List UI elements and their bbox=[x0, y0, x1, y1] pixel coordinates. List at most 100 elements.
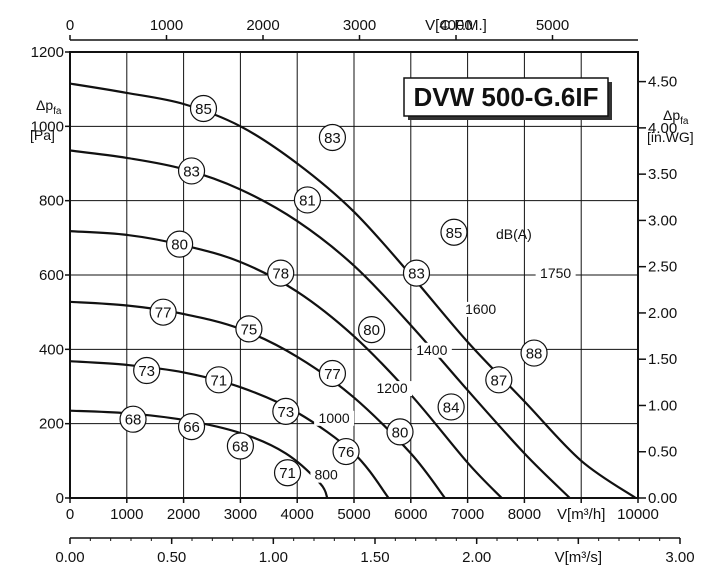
sound-level-value: 80 bbox=[171, 237, 188, 254]
bottom-tick-label: 6000 bbox=[394, 506, 427, 523]
sound-level-circle bbox=[235, 315, 263, 343]
bottom-tick-label: 2000 bbox=[167, 506, 200, 523]
rpm-label-1750: 1750 bbox=[540, 265, 571, 281]
sound-level-circle bbox=[332, 437, 360, 466]
rpm-label-bg bbox=[535, 265, 576, 281]
sound-level-value: 68 bbox=[232, 438, 249, 455]
sound-level-value: 71 bbox=[279, 465, 296, 482]
left-tick-label: 1200 bbox=[31, 44, 64, 61]
left-tick-label: 1000 bbox=[31, 118, 64, 135]
sound-level-circle bbox=[177, 157, 206, 185]
bottom2-tick-label: V[m³/s] bbox=[555, 549, 603, 566]
left-tick-label: 800 bbox=[39, 193, 64, 210]
fan-curve-1600 bbox=[69, 149, 571, 499]
top-tick-label: 3000 bbox=[343, 17, 376, 34]
sound-level-value: 73 bbox=[138, 363, 155, 380]
left-tick-label: 600 bbox=[39, 267, 64, 284]
sound-level-value: 85 bbox=[446, 225, 463, 242]
title-box bbox=[403, 77, 609, 117]
left-axis-unit: [Pa] bbox=[30, 127, 55, 143]
right-axis-unit: [in.WG] bbox=[647, 129, 694, 145]
top-tick-label: 4000 bbox=[439, 17, 472, 34]
bottom-tick-label: 1000 bbox=[110, 506, 143, 523]
sound-level-value: 68 bbox=[125, 412, 142, 429]
rpm-label-1200: 1200 bbox=[376, 380, 407, 396]
sound-level-value: 81 bbox=[299, 192, 316, 209]
right-axis-title: Δpfa bbox=[663, 107, 689, 127]
chart-title: DVW 500-G.6IF bbox=[414, 82, 599, 112]
sound-level-circle bbox=[386, 418, 414, 446]
sound-level-value: 71 bbox=[210, 372, 227, 389]
right-tick-label: 1.50 bbox=[648, 351, 677, 368]
right-axis: 0.00 0.50 1.00 1.50 2.00 2.50 3.00 3.50 4.00 4.50 bbox=[638, 74, 677, 507]
fan-curve-1200 bbox=[69, 300, 446, 499]
bottom-tick-label: 7000 bbox=[451, 506, 484, 523]
sound-level-circle bbox=[485, 366, 513, 394]
sound-level-circle bbox=[149, 298, 177, 326]
sound-level-circle bbox=[440, 218, 468, 246]
sound-level-value: 83 bbox=[408, 266, 425, 283]
right-tick-label: 1.00 bbox=[648, 397, 677, 414]
bottom-axis: 0 1000 2000 3000 4000 5000 6000 7000 8000 V[m³/h]… bbox=[66, 498, 659, 523]
sound-level-labels: 85 83 85 83 81 83 80 78 80 88 77 75 77 87 73 71 73 84 80 68… bbox=[119, 94, 548, 487]
sound-level-value: 73 bbox=[277, 404, 294, 421]
sound-level-circle bbox=[205, 366, 233, 394]
sound-level-circle bbox=[272, 397, 300, 426]
sound-level-value: 77 bbox=[324, 366, 341, 383]
sound-level-circle bbox=[166, 230, 194, 258]
sound-level-value: 77 bbox=[155, 305, 172, 322]
sound-level-value: 84 bbox=[443, 399, 460, 416]
top-tick-label: 5000 bbox=[536, 17, 569, 34]
left-axis-title: Δpfa bbox=[36, 97, 62, 117]
sound-level-circle bbox=[358, 316, 386, 344]
sound-level-circle bbox=[189, 94, 218, 123]
sound-level-value: 83 bbox=[183, 163, 200, 180]
bottom-tick-label: 3000 bbox=[224, 506, 257, 523]
rpm-label-1400: 1400 bbox=[416, 342, 447, 358]
right-tick-label: 0.00 bbox=[648, 490, 677, 507]
right-tick-label: 2.50 bbox=[648, 259, 677, 276]
left-axis: 0 200 400 600 800 1000 1200 bbox=[31, 44, 70, 507]
fan-curves bbox=[69, 82, 637, 499]
right-tick-label: 0.50 bbox=[648, 444, 677, 461]
sound-level-value: 83 bbox=[324, 130, 341, 147]
right-tick-label: 3.00 bbox=[648, 212, 677, 229]
right-tick-label: 2.00 bbox=[648, 305, 677, 322]
sound-level-circle bbox=[437, 393, 465, 421]
left-tick-label: 400 bbox=[39, 341, 64, 358]
sound-level-circle bbox=[520, 339, 548, 367]
sound-level-circle bbox=[293, 186, 322, 214]
sound-level-circle bbox=[273, 459, 302, 487]
sound-level-value: 80 bbox=[392, 424, 409, 441]
fan-curve-1750 bbox=[69, 82, 637, 499]
rpm-label-1600: 1600 bbox=[465, 301, 496, 317]
rpm-label-bg bbox=[310, 467, 342, 483]
rpm-labels: 1750 1600 1400 1200 1000 800 bbox=[310, 265, 576, 483]
sound-level-value: 85 bbox=[195, 101, 212, 118]
left-tick-label: 200 bbox=[39, 416, 64, 433]
sound-level-circle bbox=[177, 413, 206, 441]
bottom2-tick-label: 2.00 bbox=[462, 549, 491, 566]
sound-level-circle bbox=[119, 405, 147, 433]
rpm-label-bg bbox=[314, 410, 355, 426]
bottom2-tick-label: 0.00 bbox=[55, 549, 84, 566]
top-tick-label: 2000 bbox=[246, 17, 279, 34]
bottom-tick-label: V[m³/h] bbox=[557, 506, 605, 523]
right-tick-label: 4.50 bbox=[648, 74, 677, 91]
bottom2-tick-label: 0.50 bbox=[157, 549, 186, 566]
sound-level-value: 88 bbox=[526, 346, 543, 363]
bottom-axis-m3s: 0.00 0.50 1.00 1.50 2.00 V[m³/s] 3.00 bbox=[55, 537, 695, 566]
rpm-label-1000: 1000 bbox=[319, 410, 350, 426]
rpm-label-bg bbox=[411, 342, 452, 358]
sound-level-value: 78 bbox=[272, 266, 289, 283]
dba-annotation: dB(A) bbox=[496, 226, 532, 242]
top-axis: 0 1000 2000 3000 4000 5000 V[C.F.M.] bbox=[66, 17, 638, 41]
bottom-tick-label: 10000 bbox=[617, 506, 659, 523]
right-tick-label: 3.50 bbox=[648, 166, 677, 183]
top-axis-title: V[C.F.M.] bbox=[425, 17, 487, 34]
bottom2-tick-label: 1.00 bbox=[259, 549, 288, 566]
sound-level-circle bbox=[133, 356, 161, 385]
sound-level-value: 87 bbox=[490, 372, 507, 389]
bottom-tick-label: 5000 bbox=[337, 506, 370, 523]
